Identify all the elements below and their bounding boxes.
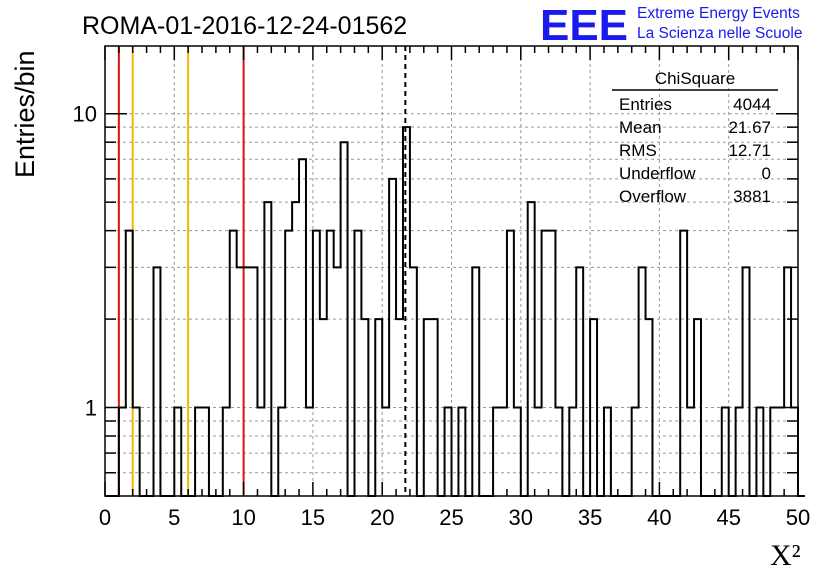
y-axis-label: Entries/bin bbox=[10, 50, 40, 178]
stats-label-mean: Mean bbox=[619, 118, 662, 137]
stats-value-overflow: 3881 bbox=[733, 187, 771, 206]
x-tick-label: 20 bbox=[370, 505, 394, 530]
x-tick-label: 45 bbox=[716, 505, 740, 530]
stats-value-underflow: 0 bbox=[762, 164, 771, 183]
grid bbox=[105, 46, 798, 496]
x-tick-label: 40 bbox=[647, 505, 671, 530]
stats-label-underflow: Underflow bbox=[619, 164, 696, 183]
logo-line-1: Extreme Energy Events bbox=[637, 5, 800, 22]
histogram bbox=[105, 46, 805, 497]
y-tick-label: 1 bbox=[85, 396, 97, 421]
x-tick-label: 25 bbox=[439, 505, 463, 530]
stats-value-mean: 21.67 bbox=[728, 118, 771, 137]
x-tick-label: 15 bbox=[301, 505, 325, 530]
axes: 0 5 10 15 20 25 30 35 40 45 50 1 10 bbox=[73, 45, 810, 530]
histogram-outline bbox=[105, 126, 805, 497]
stats-label-rms: RMS bbox=[619, 141, 657, 160]
x-tick-label: 10 bbox=[231, 505, 255, 530]
stats-value-entries: 4044 bbox=[733, 95, 771, 114]
stats-box: ChiSquare Entries 4044 Mean 21.67 RMS 12.71 Un… bbox=[612, 69, 778, 206]
logo-line-2: La Scienza nelle Scuole bbox=[637, 25, 802, 42]
eee-logo: EEE Extreme Energy Events La Scienza nel… bbox=[540, 1, 802, 50]
logo-mark: EEE bbox=[540, 1, 628, 50]
x-axis-label: X² bbox=[770, 539, 801, 572]
stats-label-entries: Entries bbox=[619, 95, 672, 114]
stats-title: ChiSquare bbox=[655, 69, 735, 88]
x-tick-label: 5 bbox=[168, 505, 180, 530]
chart-title: ROMA-01-2016-12-24-01562 bbox=[82, 12, 407, 40]
x-tick-label: 50 bbox=[786, 505, 810, 530]
y-tick-label: 10 bbox=[73, 102, 97, 127]
x-tick-label: 35 bbox=[578, 505, 602, 530]
stats-value-rms: 12.71 bbox=[728, 141, 771, 160]
stats-label-overflow: Overflow bbox=[619, 187, 687, 206]
x-tick-label: 30 bbox=[509, 505, 533, 530]
x-tick-label: 0 bbox=[99, 505, 111, 530]
